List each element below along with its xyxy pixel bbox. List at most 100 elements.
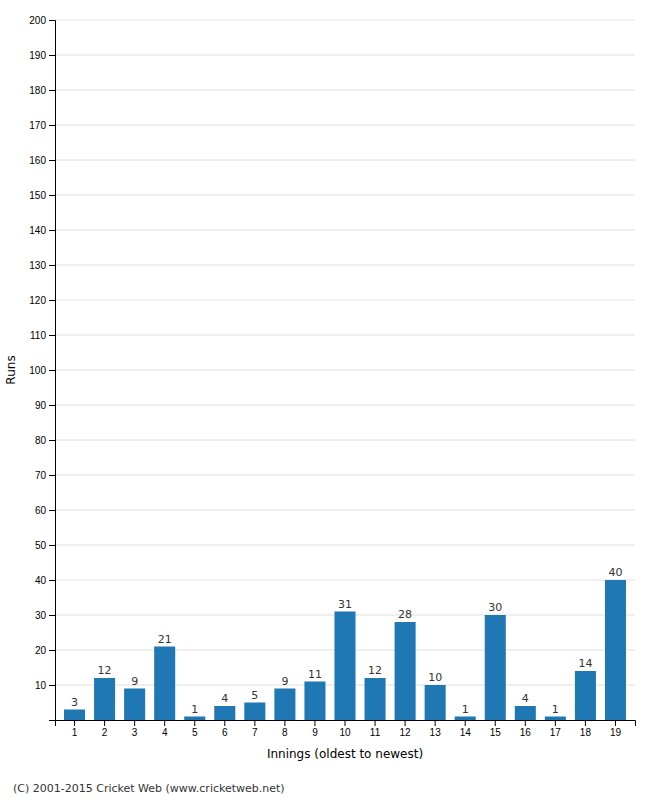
y-tick-mark (49, 510, 55, 511)
grid-line (55, 195, 635, 196)
x-tick-label: 17 (550, 727, 562, 738)
x-tick-mark (525, 720, 526, 726)
y-axis: 1020304050607080901001101201301401501601… (29, 15, 55, 721)
y-tick-mark (49, 370, 55, 371)
x-tick-mark (585, 720, 586, 726)
y-tick-label: 10 (35, 680, 47, 691)
plot: 3129211459113112281013041144012345678910… (4, 15, 636, 761)
y-tick: 130 (29, 260, 55, 271)
x-tick-label: 7 (252, 727, 258, 738)
x-tick: 19 (610, 720, 622, 738)
grid-line (55, 160, 635, 161)
x-tick: 7 (252, 720, 258, 738)
y-tick: 110 (30, 330, 55, 341)
bar (244, 703, 265, 721)
grid-line (55, 265, 635, 266)
y-tick: 90 (35, 400, 55, 411)
x-tick-mark (375, 720, 376, 726)
x-tick: 10 (339, 720, 351, 738)
y-tick-mark (49, 650, 55, 651)
grid-line (55, 125, 635, 126)
x-tick: 4 (162, 720, 168, 738)
grid-line (55, 335, 635, 336)
grid-line (55, 545, 635, 546)
x-tick-label: 16 (520, 727, 532, 738)
y-tick-mark (49, 440, 55, 441)
grid-line (55, 510, 635, 511)
y-tick-mark (49, 335, 55, 336)
x-tick-mark (405, 720, 406, 726)
data-label: 9 (281, 675, 288, 688)
grid (55, 20, 635, 685)
data-label: 4 (522, 692, 529, 705)
grid-line (55, 55, 635, 56)
x-tick-label: 6 (222, 727, 228, 738)
x-tick: 9 (312, 720, 318, 738)
y-tick-label: 140 (29, 225, 46, 236)
data-labels: 31292114591131122810130411440 (71, 566, 622, 716)
y-tick: 200 (29, 15, 55, 26)
x-tick-mark (104, 720, 105, 726)
x-tick-mark (314, 720, 315, 726)
x-tick-mark (465, 720, 466, 726)
y-tick-mark (49, 405, 55, 406)
y-tick-label: 80 (35, 435, 47, 446)
bar (94, 678, 115, 720)
x-tick-label: 2 (102, 727, 108, 738)
data-label: 21 (158, 633, 172, 646)
bar (545, 717, 566, 721)
bar (184, 717, 205, 721)
y-tick-mark (49, 615, 55, 616)
x-tick-mark (254, 720, 255, 726)
y-tick: 160 (29, 155, 55, 166)
bar (395, 622, 416, 720)
bar (64, 710, 85, 721)
x-tick-label: 18 (580, 727, 592, 738)
grid-line (55, 90, 635, 91)
grid-line (55, 20, 635, 21)
y-tick-label: 110 (30, 330, 46, 341)
y-tick-label: 130 (29, 260, 46, 271)
data-label: 31 (338, 598, 352, 611)
bar (485, 615, 506, 720)
data-label: 10 (428, 671, 442, 684)
bar (304, 682, 325, 721)
y-axis-title: Runs (4, 355, 18, 384)
y-tick-label: 160 (29, 155, 46, 166)
y-tick: 10 (35, 680, 55, 691)
chart: 3129211459113112281013041144012345678910… (0, 0, 650, 800)
y-tick: 120 (29, 295, 55, 306)
y-tick-label: 150 (29, 190, 46, 201)
x-tick-label: 11 (370, 727, 381, 738)
bar (425, 685, 446, 720)
x-tick-mark (284, 720, 285, 726)
y-tick-label: 50 (35, 540, 47, 551)
y-tick-mark (49, 265, 55, 266)
y-tick: 80 (35, 435, 55, 446)
x-tick: 2 (102, 720, 108, 738)
y-tick-mark (49, 230, 55, 231)
data-label: 1 (191, 703, 198, 716)
y-tick-mark (49, 195, 55, 196)
y-tick: 20 (35, 645, 55, 656)
bar (605, 580, 626, 720)
data-label: 40 (608, 566, 622, 579)
x-tick: 8 (282, 720, 288, 738)
y-tick-mark (49, 20, 55, 21)
grid-line (55, 580, 635, 581)
y-tick: 150 (29, 190, 55, 201)
y-tick: 100 (29, 365, 55, 376)
x-tick: 5 (192, 720, 198, 738)
x-tick-label: 10 (339, 727, 351, 738)
x-tick: 1 (72, 720, 78, 738)
x-tick: 11 (370, 720, 381, 738)
y-tick: 60 (35, 505, 55, 516)
grid-line (55, 230, 635, 231)
y-tick: 30 (35, 610, 55, 621)
x-tick-mark (345, 720, 346, 726)
bar (214, 706, 235, 720)
y-tick-label: 60 (35, 505, 47, 516)
x-tick-label: 4 (162, 727, 168, 738)
y-tick: 170 (29, 120, 55, 131)
y-tick-mark (49, 125, 55, 126)
